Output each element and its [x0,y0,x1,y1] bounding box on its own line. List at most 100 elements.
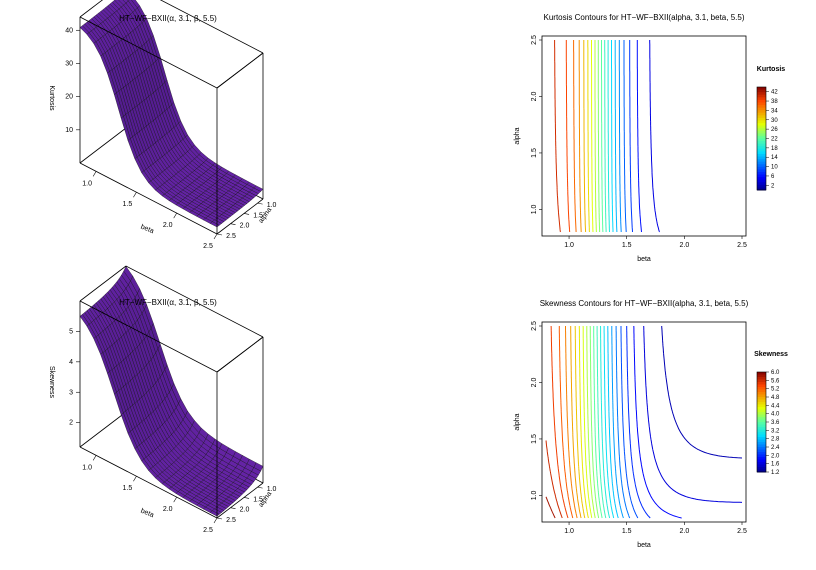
y-tick-label: 2.5 [226,233,236,240]
x-tick-label: 1.5 [622,528,632,535]
legend-swatch [757,397,766,400]
legend-tick-label: 2.4 [771,445,780,451]
contour-line [545,440,563,519]
box-edge [216,482,264,519]
y-tick [230,507,236,510]
legend-swatch [757,469,766,473]
legend-swatch [757,164,766,168]
y-tick-label: 1.5 [253,212,263,219]
legend-swatch [757,404,766,408]
x-axis-label: beta [637,542,651,549]
z-tick-label: 30 [65,60,73,67]
y-tick-label: 1.0 [531,490,538,500]
legend-swatch [757,402,766,405]
contour-panel-1: 1.0 1.5 2.0 2.5 1.0 1.5 2.0 2.5 beta alpha Kurtosi… [514,13,785,263]
contour-line [574,326,586,519]
box-edge [216,198,264,235]
x-tick-label: 1.0 [564,528,574,535]
contour-line [582,325,593,519]
y-axis-label: alpha [514,413,521,430]
legend-swatch [757,123,766,127]
contour-line [614,40,618,233]
legend-swatch [757,442,766,445]
chart-title: HT−WF−BXII(α, 3.1, β, 5.5) [119,298,217,307]
contour-line [596,326,607,519]
x-tick-label: 1.5 [123,201,133,208]
contour-line [649,40,660,233]
y-axis-label: alpha [258,490,274,508]
legend-swatch [757,125,766,129]
z-tick-label: 2 [69,420,73,427]
y-tick [257,486,263,489]
legend-tick-label: 38 [771,99,778,105]
legend-tick-label: 34 [771,108,778,114]
legend-swatch [757,153,766,158]
y-tick-label: 1.0 [531,204,538,214]
x-tick [92,455,97,461]
legend-tick-label: 4.4 [771,403,780,409]
z-tick-label: 20 [65,94,73,101]
legend-swatch [757,92,766,96]
legend-swatch [757,120,766,124]
y-tick-label: 1.5 [531,148,538,158]
legend-tick-label: 10 [771,165,778,171]
y-axis-label: alpha [514,127,521,144]
contour-line [570,326,582,519]
legend-swatch [757,151,766,155]
y-tick-label: 2.5 [531,35,538,45]
legend-swatch [757,135,766,139]
legend-swatch [757,379,766,383]
contour-line [607,326,619,519]
surface-panel-0: HT−WF−BXII(α, 3.1, β, 5.5) 10 20 30 40 Kurtos… [48,0,277,250]
legend-swatch [757,110,766,114]
y-tick-label: 2.5 [226,517,236,524]
x-tick [133,476,137,482]
y-axis-label: alpha [258,206,274,224]
contour-line [586,326,596,519]
legend-swatch [757,141,766,145]
legend-swatch [757,387,766,390]
legend-swatch [757,128,766,132]
legend-swatch [757,462,766,465]
legend-swatch [757,384,766,388]
y-tick-label: 1.5 [253,496,263,503]
legend-swatch [757,169,766,173]
legend-swatch [757,394,766,398]
legend-swatch [757,166,766,170]
x-tick-label: 1.5 [622,242,632,249]
x-tick [133,192,137,198]
z-tick-label: 4 [69,359,73,366]
box-edge [159,0,264,54]
y-tick [230,223,236,226]
x-axis-label: beta [140,224,155,236]
x-tick-label: 2.0 [679,242,689,249]
legend-swatch [757,115,766,119]
x-tick-label: 2.0 [163,222,173,229]
y-tick-label: 2.0 [531,377,538,387]
contour-line [626,326,651,519]
x-tick [173,212,177,219]
legend-swatch [757,148,766,152]
legend-swatch [757,449,766,453]
legend-tick-label: 6 [771,174,775,180]
legend-swatch [757,429,766,433]
x-tick [92,171,97,177]
contour-line [587,40,590,233]
contour-line [604,40,607,232]
legend-tick-label: 42 [771,90,778,96]
legend-swatch [757,143,766,147]
contour-line [583,40,587,233]
legend-swatch [757,99,766,103]
contour-line [620,326,639,519]
legend-swatch [757,105,766,109]
legend-tick-label: 3.6 [771,420,780,426]
contour-line [607,40,610,233]
legend-swatch [757,182,766,186]
contour-line [589,325,600,519]
legend-tick-label: 5.2 [771,387,780,393]
chart-title: Kurtosis Contours for HT−WF−BXII(alpha, … [544,13,745,22]
legend-tick-label: 26 [771,127,778,133]
z-tick-label: 5 [69,328,73,335]
x-tick-label: 2.0 [679,528,689,535]
contour-line [611,40,614,232]
